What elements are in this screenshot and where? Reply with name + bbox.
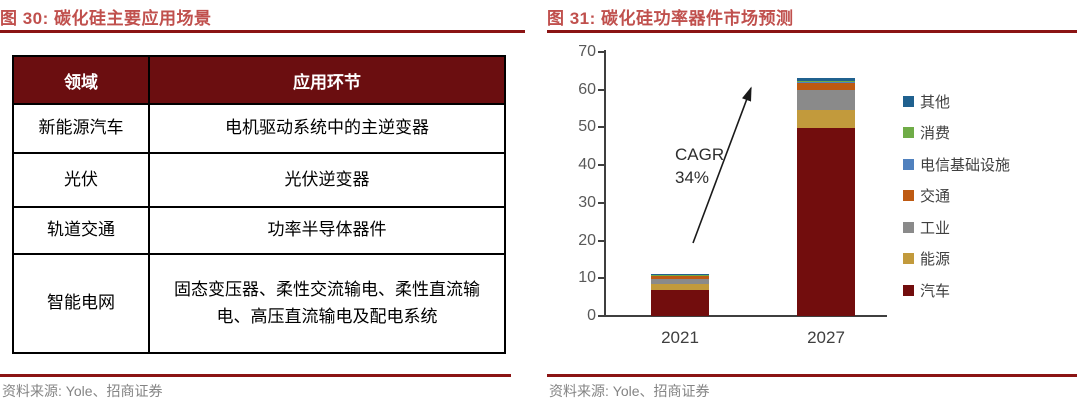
table-row: 光伏 光伏逆变器 [12,152,506,208]
x-axis-line [604,315,887,317]
figure-30-title: 图 30: 碳化硅主要应用场景 [0,9,212,28]
field-cell: 轨道交通 [12,206,150,255]
x-axis-label: 2027 [807,328,845,347]
legend-swatch [903,284,914,296]
legend-item-交通: 交通 [903,188,951,205]
field-cell: 光伏 [12,152,150,208]
legend-item-其他: 其他 [903,93,951,111]
y-axis-tick-label: 50 [578,118,596,136]
legend-item-能源: 能源 [903,251,951,268]
column-header-application: 应用环节 [148,55,506,105]
figure-30-source: 资料来源: Yole、招商证券 [2,383,163,399]
x-axis-label: 2021 [661,328,699,347]
legend-item-消费: 消费 [903,125,951,142]
y-axis-tick-mark [598,201,604,204]
table-row: 智能电网 固态变压器、柔性交流输电、柔性直流输电、高压直流输电及配电系统 [12,253,506,354]
bar-segment-电信基础设施 [651,275,709,277]
legend-label: 电信基础设施 [920,156,1011,174]
bar-segment-电信基础设施 [797,81,855,83]
legend-label: 汽车 [920,282,951,300]
legend-swatch [903,253,914,264]
y-axis-line [604,50,606,317]
legend-label: 工业 [920,219,951,237]
legend-swatch [903,221,914,233]
y-axis-tick-label: 10 [578,269,596,287]
legend-label: 交通 [920,188,951,205]
legend-item-工业: 工业 [903,219,951,237]
y-axis-tick-mark [598,51,604,53]
table-row: 轨道交通 功率半导体器件 [12,206,506,255]
application-cell: 功率半导体器件 [148,206,506,255]
y-axis-tick-mark [598,126,604,129]
bar-segment-工业 [651,279,709,284]
table-row: 新能源汽车 电机驱动系统中的主逆变器 [12,103,506,154]
field-cell: 智能电网 [12,253,150,354]
bar-segment-交通 [651,276,709,280]
figure-31-section: 图 31: 碳化硅功率器件市场预测 CAGR 34% 0 10 20 30 40 50 60… [547,0,1080,403]
bar-segment-能源 [651,283,709,291]
figure-31-title-rule [547,30,1077,33]
figure-30-title-rule [0,30,525,33]
y-axis-tick-label: 20 [578,231,596,249]
cagr-annotation-line1: CAGR [675,145,725,164]
bar-segment-交通 [797,82,855,91]
y-axis-tick-mark [598,277,604,280]
legend-label: 其他 [920,93,951,111]
field-cell: 新能源汽车 [12,103,150,154]
y-axis-tick-label: 0 [587,307,596,324]
application-cell: 光伏逆变器 [148,152,506,208]
bar-segment-能源 [797,110,855,129]
y-axis-tick-mark [598,239,604,242]
y-axis-tick-label: 60 [578,80,596,98]
application-cell: 电机驱动系统中的主逆变器 [148,103,506,154]
bar-segment-其他 [651,274,709,275]
bar-segment-其他 [797,78,855,81]
legend-swatch [903,95,914,107]
application-cell: 固态变压器、柔性交流输电、柔性直流输电、高压直流输电及配电系统 [148,253,506,354]
legend-swatch [903,190,914,201]
y-axis-tick-label: 40 [578,156,596,174]
y-axis-tick-mark [598,164,604,167]
sic-applications-table: 领域 应用环节 新能源汽车 电机驱动系统中的主逆变器 光伏 光伏逆变器 轨道交通 功率半导… [12,55,506,354]
legend-label: 能源 [920,251,951,268]
cagr-annotation-line2: 34% [675,167,710,187]
legend-item-汽车: 汽车 [903,282,951,300]
bar-segment-工业 [797,90,855,111]
bar-segment-汽车 [651,290,709,316]
cagr-annotation: CAGR 34% [675,144,724,190]
market-forecast-chart: CAGR 34% 0 10 20 30 40 50 60 70 2021 2027 其他消费电信基础… [547,0,1080,403]
legend-item-电信基础设施: 电信基础设施 [903,156,1011,174]
column-header-field: 领域 [12,55,150,105]
figure-30-section: 图 30: 碳化硅主要应用场景 领域 应用环节 新能源汽车 电机驱动系统中的主逆变… [0,9,525,399]
legend-swatch [903,127,914,138]
bar-segment-消费 [797,80,855,82]
table-header-row: 领域 应用环节 [12,55,506,105]
figure-31-source: 资料来源: Yole、招商证券 [549,383,710,399]
figure-31-title: 图 31: 碳化硅功率器件市场预测 [547,9,794,28]
legend-swatch [903,158,914,170]
figure-31-source-rule [547,374,1077,377]
figure-30-source-rule [0,374,511,377]
y-axis-tick-label: 30 [578,193,596,211]
legend-label: 消费 [920,125,951,142]
y-axis-tick-mark [598,315,604,317]
y-axis-tick-label: 70 [578,43,596,60]
y-axis-tick-mark [598,88,604,91]
bar-segment-汽车 [797,128,855,316]
